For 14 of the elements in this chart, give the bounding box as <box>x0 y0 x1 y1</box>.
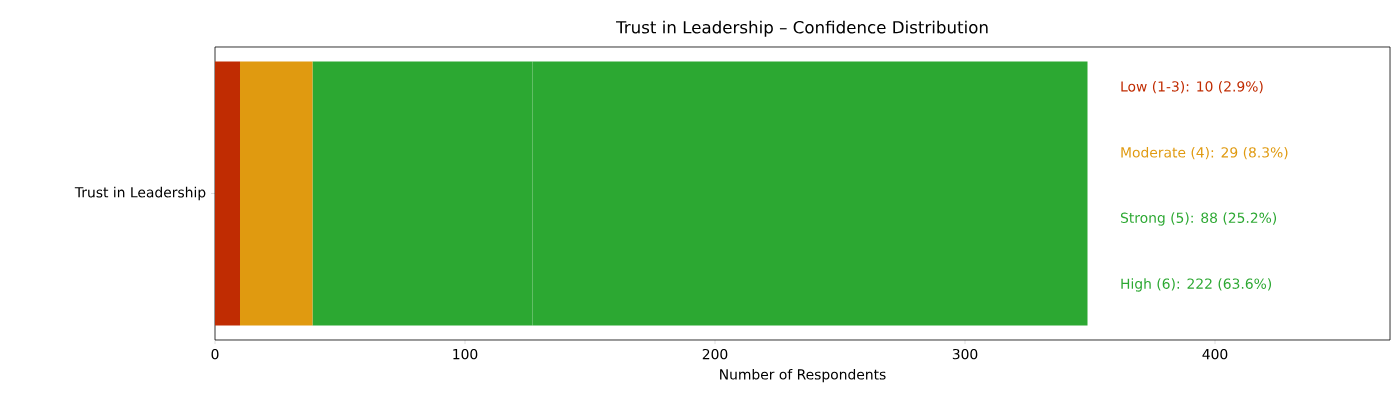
bar <box>215 61 240 326</box>
x-tick-label: 400 <box>1202 348 1228 360</box>
x-tick-label: 200 <box>702 348 728 360</box>
y-tick-label: Trust in Leadership <box>74 186 206 201</box>
x-tick-label: 300 <box>952 348 978 360</box>
text: Strong (5): 88 (25.2%) <box>1120 212 1277 226</box>
x-axis-title: Number of Respondents <box>720 368 886 383</box>
bar <box>240 61 313 326</box>
x-tick-label: 0 <box>211 348 219 360</box>
text: Moderate (4): 29 (8.3%) <box>1121 146 1288 160</box>
text: High (6): 222 (63.6%) <box>1121 278 1272 292</box>
text: Low (1-3): 10 (2.9%) <box>1121 80 1263 94</box>
x-tick-label: 100 <box>453 348 478 360</box>
chart-title: Trust in Leadership – Confidence Distribution <box>616 20 988 37</box>
